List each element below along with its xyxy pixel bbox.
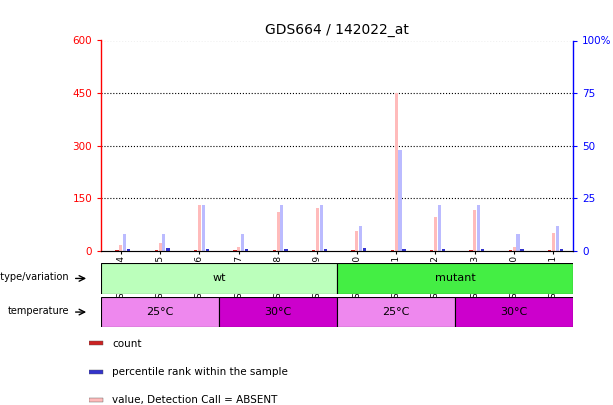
Bar — [512, 247, 516, 251]
Bar — [442, 249, 445, 251]
Bar — [398, 150, 402, 251]
Bar — [455, 297, 573, 327]
Bar — [477, 205, 480, 251]
Bar — [520, 249, 524, 251]
Bar — [198, 205, 201, 251]
Bar — [481, 249, 484, 251]
Title: GDS664 / 142022_at: GDS664 / 142022_at — [265, 23, 409, 37]
Bar — [202, 205, 205, 251]
Bar — [89, 341, 103, 345]
Bar — [434, 217, 437, 251]
Bar — [194, 250, 197, 251]
Bar — [473, 210, 476, 251]
Text: 25°C: 25°C — [383, 307, 410, 317]
Text: percentile rank within the sample: percentile rank within the sample — [112, 367, 288, 377]
Bar — [245, 249, 248, 251]
Bar — [351, 250, 355, 251]
Bar — [509, 250, 512, 251]
Bar — [359, 226, 362, 251]
Bar — [154, 250, 158, 251]
Bar — [166, 248, 170, 251]
Bar — [363, 248, 367, 251]
Text: wt: wt — [212, 273, 226, 283]
Bar — [395, 93, 398, 251]
Bar — [276, 212, 280, 251]
Bar — [316, 208, 319, 251]
Bar — [241, 234, 244, 251]
Bar — [101, 297, 219, 327]
Bar — [237, 247, 240, 251]
Bar — [560, 249, 563, 251]
Bar — [402, 249, 406, 251]
Bar — [552, 233, 555, 251]
Text: mutant: mutant — [435, 273, 476, 283]
Bar — [162, 234, 166, 251]
Bar — [234, 250, 237, 251]
Bar — [324, 249, 327, 251]
Bar — [206, 249, 209, 251]
Bar — [127, 249, 131, 251]
Bar — [356, 231, 359, 251]
Bar — [89, 370, 103, 373]
Text: temperature: temperature — [7, 305, 69, 315]
Text: 25°C: 25°C — [147, 307, 174, 317]
Bar — [470, 250, 473, 251]
Text: 30°C: 30°C — [501, 307, 528, 317]
Text: count: count — [112, 339, 142, 348]
Bar — [284, 249, 287, 251]
Bar — [320, 205, 323, 251]
Bar — [390, 250, 394, 251]
Bar — [280, 205, 283, 251]
Bar — [273, 250, 276, 251]
Bar — [120, 245, 123, 251]
Bar — [159, 243, 162, 251]
Bar — [219, 297, 337, 327]
Text: 30°C: 30°C — [265, 307, 292, 317]
Bar — [123, 234, 126, 251]
Bar — [101, 263, 337, 294]
Bar — [430, 250, 433, 251]
Bar — [556, 226, 559, 251]
Text: genotype/variation: genotype/variation — [0, 272, 69, 282]
Bar — [115, 250, 119, 251]
Bar — [516, 234, 519, 251]
Bar — [337, 263, 573, 294]
Bar — [312, 250, 315, 251]
Bar — [548, 250, 551, 251]
Bar — [337, 297, 455, 327]
Bar — [89, 398, 103, 402]
Bar — [438, 205, 441, 251]
Text: value, Detection Call = ABSENT: value, Detection Call = ABSENT — [112, 395, 278, 405]
